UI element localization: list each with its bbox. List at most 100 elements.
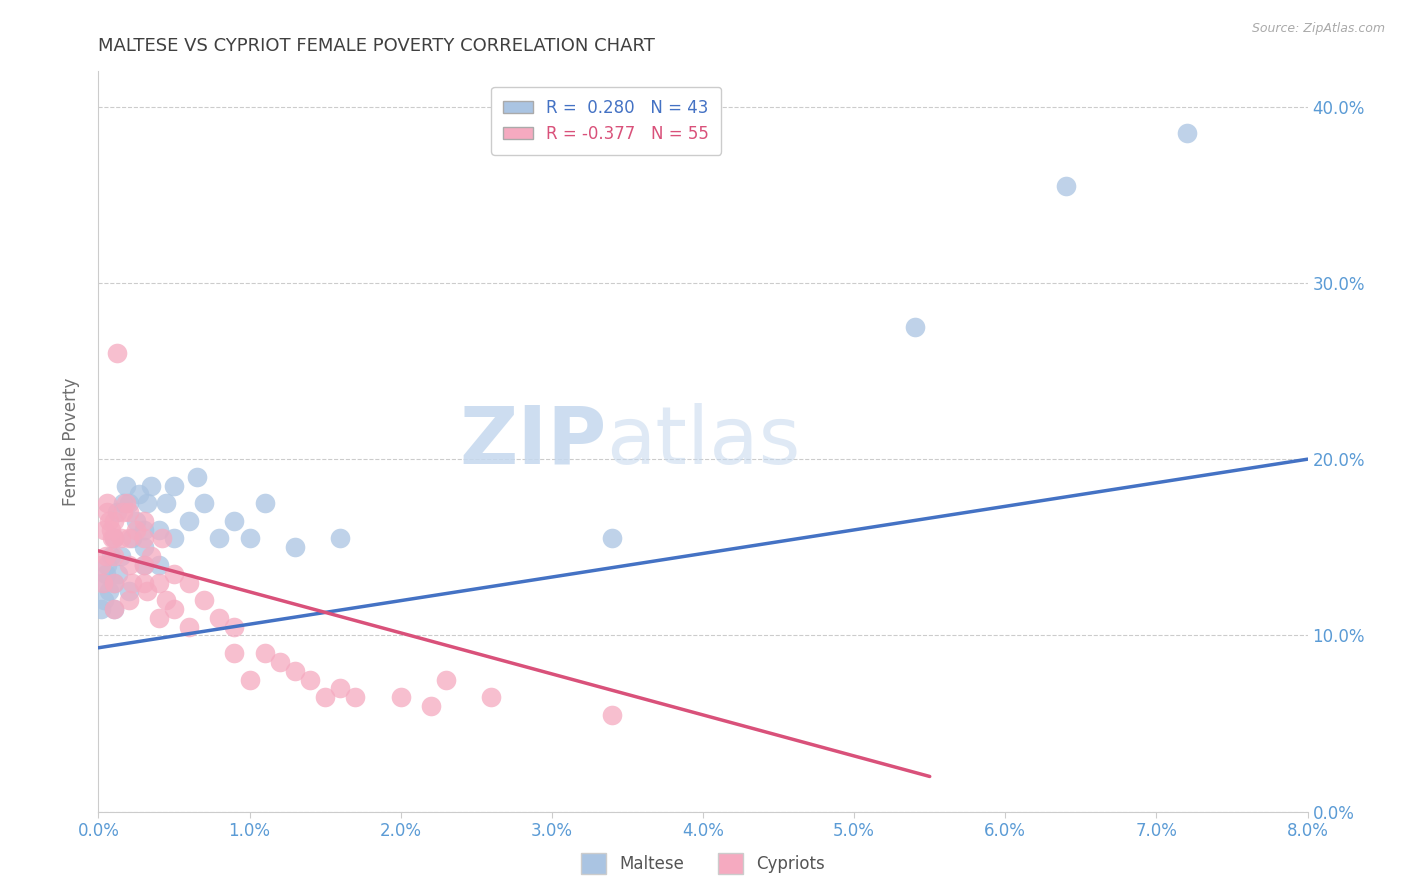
Point <box>208 611 231 625</box>
Point <box>224 514 246 528</box>
Point <box>98 514 121 528</box>
Point <box>114 478 136 492</box>
Point <box>118 496 141 510</box>
Point <box>329 532 352 546</box>
Point <box>148 575 170 590</box>
Point <box>1054 178 1077 193</box>
Point <box>107 566 129 581</box>
Point <box>93 593 115 607</box>
Point <box>186 470 208 484</box>
Point <box>111 505 134 519</box>
Point <box>101 532 124 546</box>
Point <box>179 514 201 528</box>
Point <box>163 478 186 492</box>
Point <box>103 602 125 616</box>
Point <box>91 575 114 590</box>
Point <box>118 558 141 572</box>
Text: atlas: atlas <box>606 402 800 481</box>
Point <box>132 514 155 528</box>
Point <box>155 593 177 607</box>
Point <box>193 496 215 510</box>
Point <box>96 505 118 519</box>
Point <box>132 541 155 555</box>
Point <box>125 523 148 537</box>
Point <box>224 619 246 633</box>
Point <box>163 602 186 616</box>
Point <box>98 584 121 599</box>
Point <box>163 532 186 546</box>
Point <box>103 532 125 546</box>
Point <box>344 690 367 705</box>
Point <box>118 505 141 519</box>
Point <box>128 487 150 501</box>
Point <box>602 707 624 722</box>
Point <box>141 478 163 492</box>
Text: Source: ZipAtlas.com: Source: ZipAtlas.com <box>1251 22 1385 36</box>
Point <box>118 593 141 607</box>
Point <box>132 532 155 546</box>
Point <box>103 602 125 616</box>
Y-axis label: Female Poverty: Female Poverty <box>62 377 80 506</box>
Point <box>141 549 163 563</box>
Point <box>90 558 112 572</box>
Point <box>103 549 125 563</box>
Point <box>284 541 307 555</box>
Point <box>132 558 155 572</box>
Point <box>114 496 136 510</box>
Point <box>314 690 336 705</box>
Point <box>93 523 115 537</box>
Point <box>132 523 155 537</box>
Point <box>105 505 128 519</box>
Point <box>284 664 307 678</box>
Point <box>179 575 201 590</box>
Point <box>110 549 132 563</box>
Point <box>481 690 503 705</box>
Point <box>103 514 125 528</box>
Point <box>91 575 114 590</box>
Point <box>420 698 443 713</box>
Point <box>110 532 132 546</box>
Legend: Maltese, Cypriots: Maltese, Cypriots <box>575 847 831 880</box>
Point <box>118 584 141 599</box>
Point <box>96 558 118 572</box>
Point <box>150 532 173 546</box>
Point <box>103 575 125 590</box>
Text: MALTESE VS CYPRIOT FEMALE POVERTY CORRELATION CHART: MALTESE VS CYPRIOT FEMALE POVERTY CORREL… <box>98 37 655 54</box>
Point <box>125 514 148 528</box>
Point <box>299 673 322 687</box>
Point <box>269 655 291 669</box>
Point <box>434 673 457 687</box>
Point <box>602 532 624 546</box>
Point <box>132 575 155 590</box>
Text: ZIP: ZIP <box>458 402 606 481</box>
Point <box>135 584 157 599</box>
Point <box>135 496 157 510</box>
Point <box>148 611 170 625</box>
Point <box>148 558 170 572</box>
Point <box>208 532 231 546</box>
Legend: R =  0.280   N = 43, R = -0.377   N = 55: R = 0.280 N = 43, R = -0.377 N = 55 <box>492 87 721 155</box>
Point <box>389 690 412 705</box>
Point <box>105 346 128 360</box>
Point <box>100 549 122 563</box>
Point <box>239 532 262 546</box>
Point <box>253 496 276 510</box>
Point <box>193 593 215 607</box>
Point <box>329 681 352 696</box>
Point <box>96 496 118 510</box>
Point <box>94 566 117 581</box>
Point <box>132 558 155 572</box>
Point <box>1175 126 1198 140</box>
Point <box>100 523 122 537</box>
Point <box>904 320 927 334</box>
Point <box>103 575 125 590</box>
Point <box>239 673 262 687</box>
Point <box>179 619 201 633</box>
Point <box>163 566 186 581</box>
Point <box>94 549 117 563</box>
Point <box>121 575 143 590</box>
Point <box>103 532 125 546</box>
Point <box>253 646 276 660</box>
Point <box>148 523 170 537</box>
Point <box>155 496 177 510</box>
